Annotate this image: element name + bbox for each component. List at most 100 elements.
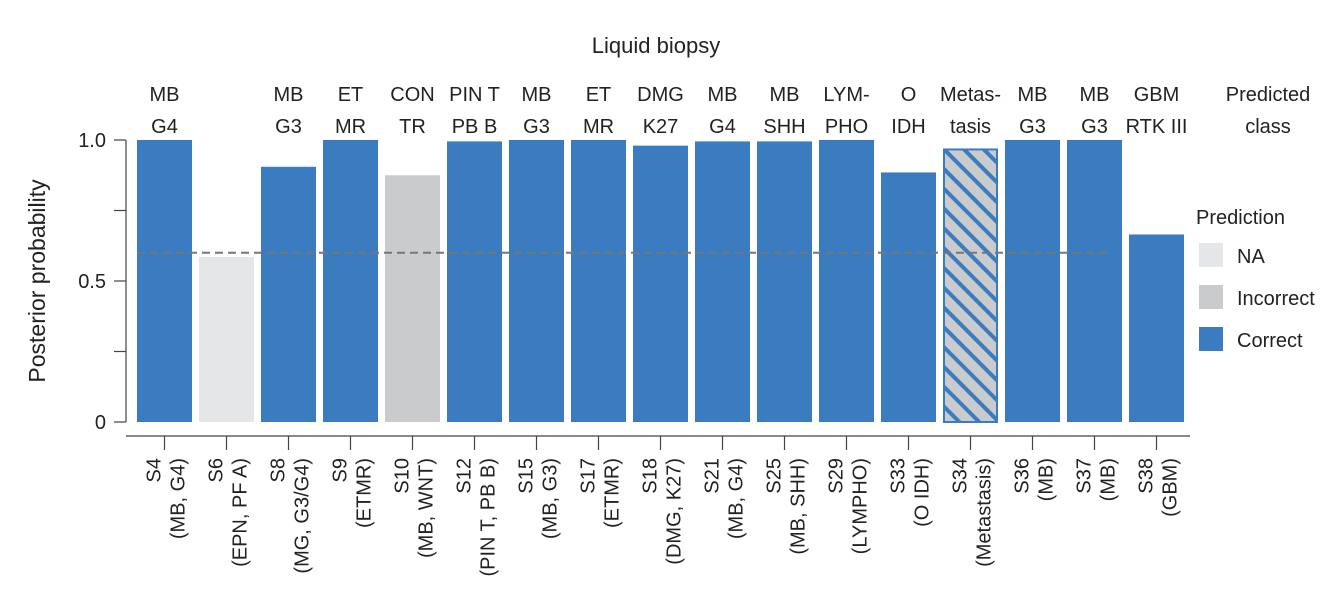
sample-class: (MB, G4) (726, 458, 748, 539)
bar-s34 (943, 148, 998, 424)
legend-swatch-correct (1199, 327, 1223, 351)
sample-label-s6: S6 (EPN, PF A) (206, 458, 252, 567)
predicted-label: LYM- (823, 84, 869, 106)
predicted-label: IDH (891, 116, 925, 138)
sample-id: S29 (826, 458, 848, 494)
predicted-label: TR (399, 116, 426, 138)
sample-class: (MB) (1098, 458, 1120, 501)
sample-class: (MB, WNT) (416, 458, 438, 558)
predicted-label: G4 (151, 116, 178, 138)
predicted-label: MB (150, 84, 180, 106)
legend-label-incorrect: Incorrect (1237, 288, 1315, 310)
sample-id: S17 (578, 458, 600, 494)
bar-s6 (199, 257, 254, 422)
predicted-label: G3 (523, 116, 550, 138)
bar-s33 (881, 172, 936, 422)
y-tick-label: 0.5 (78, 271, 106, 293)
predicted-label: Metas- (940, 84, 1001, 106)
legend-label-na: NA (1237, 246, 1265, 268)
predicted-label: PIN T (449, 84, 500, 106)
predicted-label: MB (770, 84, 800, 106)
legend-swatch-na (1199, 243, 1223, 267)
sample-class: (MG, G3/G4) (292, 458, 314, 574)
predicted-label: GBM (1134, 84, 1180, 106)
bar-s37 (1067, 140, 1122, 422)
sample-id: S8 (268, 458, 290, 482)
sample-class: (MB, G3) (540, 458, 562, 539)
bar-s21 (695, 141, 750, 422)
sample-class: (MB, SHH) (788, 458, 810, 555)
y-tick-label: 1.0 (78, 130, 106, 152)
legend: Prediction NA Incorrect Correct (1196, 207, 1315, 352)
bar-s4 (137, 140, 192, 422)
sample-id: S34 (950, 458, 972, 494)
predicted-label: MB (1080, 84, 1110, 106)
predicted-label: SHH (763, 116, 805, 138)
predicted-label: O (901, 84, 917, 106)
sample-class: (O IDH) (912, 458, 934, 527)
predicted-label: RTK III (1126, 116, 1188, 138)
sample-label-s15: S15 (MB, G3) (516, 458, 562, 539)
sample-class: (ETMR) (354, 458, 376, 528)
chart-title: Liquid biopsy (592, 33, 720, 58)
sample-class: (EPN, PF A) (230, 458, 252, 567)
sample-label-s18: S18 (DMG, K27) (640, 458, 686, 565)
sample-id: S9 (330, 458, 352, 482)
sample-label-s21: S21 (MB, G4) (702, 458, 748, 539)
x-axis: S4 (MB, G4) S6 (EPN, PF A) S8 (MG, G3/G4) S9 (E… (126, 435, 1190, 577)
bar-s8 (261, 166, 316, 422)
sample-label-s25: S25 (MB, SHH) (764, 458, 810, 555)
sample-label-s10: S10 (MB, WNT) (392, 458, 438, 558)
predicted-label: MB (274, 84, 304, 106)
bar-s15 (509, 140, 564, 422)
y-axis-title: Posterior probability (24, 179, 50, 383)
sample-id: S10 (392, 458, 414, 494)
predicted-labels-group: MB G4 MB G3 ET MR CON TR PIN T PB B MB G3 ET MR DMG K27… (150, 84, 1188, 138)
sample-class: (Metastasis) (974, 458, 996, 567)
predicted-label: G4 (709, 116, 736, 138)
sample-class: (GBM) (1160, 458, 1182, 517)
predicted-label: G3 (1019, 116, 1046, 138)
bar-s18 (633, 145, 688, 422)
sample-id: S36 (1012, 458, 1034, 494)
sample-id: S37 (1074, 458, 1096, 494)
bar-s12 (447, 141, 502, 422)
predicted-label: G3 (275, 116, 302, 138)
bar-s25 (757, 141, 812, 422)
predicted-label: ET (338, 84, 364, 106)
predicted-label: CON (390, 84, 434, 106)
predicted-label: MR (583, 116, 614, 138)
legend-label-correct: Correct (1237, 330, 1303, 352)
predicted-label: MB (1018, 84, 1048, 106)
bar-s38 (1129, 234, 1184, 422)
sample-label-s8: S8 (MG, G3/G4) (268, 458, 314, 574)
predicted-label: PHO (825, 116, 868, 138)
legend-title: Prediction (1196, 207, 1285, 229)
predicted-label: DMG (637, 84, 684, 106)
sample-class: (MB, G4) (168, 458, 190, 539)
bar-s29 (819, 140, 874, 422)
y-axis: 0 0.5 1.0 (78, 130, 127, 434)
sample-label-s38: S38 (GBM) (1136, 458, 1182, 517)
y-tick-label: 0 (95, 412, 106, 434)
sample-label-s9: S9 (ETMR) (330, 458, 376, 528)
bars-group (137, 140, 1184, 424)
sample-label-s4: S4 (MB, G4) (144, 458, 190, 539)
sample-class: (PIN T, PB B) (478, 458, 500, 577)
predicted-label: ET (586, 84, 612, 106)
sample-label-s29: S29 (LYMPHO) (826, 458, 872, 554)
predicted-label: G3 (1081, 116, 1108, 138)
predicted-label: K27 (643, 116, 679, 138)
predicted-label: tasis (950, 116, 991, 138)
sample-id: S4 (144, 458, 166, 482)
sample-label-s17: S17 (ETMR) (578, 458, 624, 528)
predicted-label: MB (708, 84, 738, 106)
sample-id: S15 (516, 458, 538, 494)
sample-id: S21 (702, 458, 724, 494)
sample-id: S38 (1136, 458, 1158, 494)
predicted-label: PB B (452, 116, 498, 138)
predicted-class-header-line1: Predicted (1226, 84, 1311, 106)
predicted-label: MR (335, 116, 366, 138)
sample-class: (ETMR) (602, 458, 624, 528)
